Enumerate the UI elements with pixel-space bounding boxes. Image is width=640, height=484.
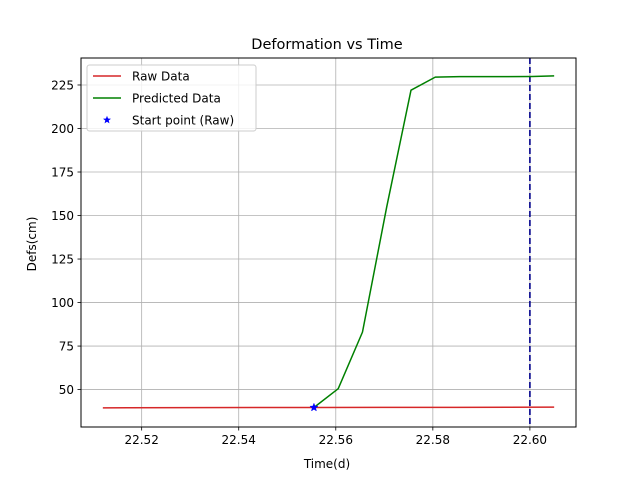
series-line-predicted-data <box>313 75 555 409</box>
y-tick-label: 150 <box>51 209 74 223</box>
y-tick-label: 50 <box>59 383 74 397</box>
legend-label-start-point-raw: Start point (Raw) <box>132 114 234 128</box>
x-tick-label: 22.58 <box>416 433 450 447</box>
y-tick-label: 75 <box>59 340 74 354</box>
legend-swatch-start-point-raw <box>103 115 111 124</box>
legend: Raw Data Predicted Data Start point (Raw) <box>86 64 257 132</box>
x-tick-label: 22.52 <box>124 433 158 447</box>
y-tick-label: 175 <box>51 166 74 180</box>
series-marker-start-point-raw <box>309 402 319 412</box>
x-tick-label: 22.54 <box>222 433 256 447</box>
y-axis-label: Defs(cm) <box>25 217 39 272</box>
chart-title: Deformation vs Time <box>251 37 402 53</box>
x-tick-label: 22.56 <box>319 433 353 447</box>
legend-box <box>86 64 257 132</box>
x-axis-label: Time(d) <box>303 457 350 471</box>
plot-frame <box>80 57 577 428</box>
legend-label-raw-data: Raw Data <box>132 70 190 84</box>
axis-ticks: 22.52 22.54 22.56 22.58 22.60 50 75 100 125 150 17… <box>51 78 547 447</box>
x-tick-label: 22.60 <box>513 433 547 447</box>
series-layer <box>102 75 555 412</box>
series-line-raw-data <box>102 406 555 409</box>
y-tick-label: 225 <box>51 78 74 92</box>
y-tick-label: 200 <box>51 122 74 136</box>
y-tick-label: 125 <box>51 253 74 267</box>
y-tick-label: 100 <box>51 296 74 310</box>
legend-label-predicted-data: Predicted Data <box>132 92 221 106</box>
